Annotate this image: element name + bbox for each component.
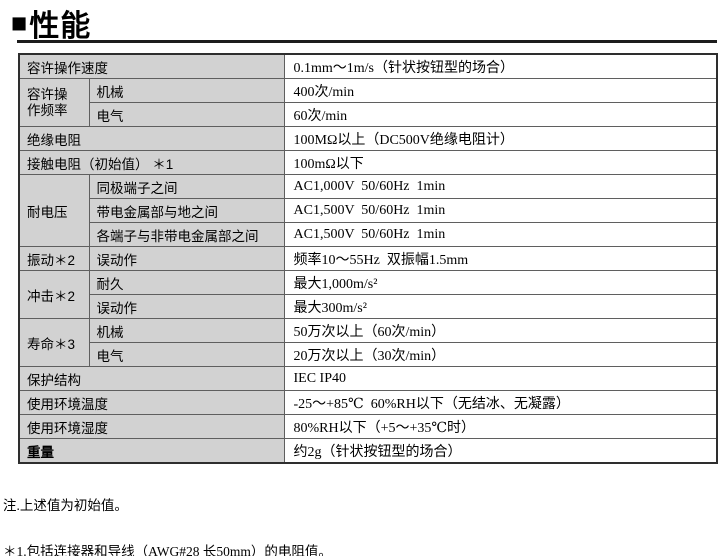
- spec-sublabel-cell: 误动作: [88, 246, 285, 271]
- spec-value-cell: 约2g（针状按钮型的场合）: [283, 438, 718, 464]
- footnote-1: ＊1.包括连接器和导线（AWG#28 长50mm）的电阻值。: [3, 544, 332, 556]
- spec-sublabel-cell: 误动作: [88, 294, 285, 319]
- spec-value-cell: 400次/min: [283, 78, 718, 103]
- spec-value-cell: 0.1mm～1m/s（针状按钮型的场合）: [283, 53, 718, 79]
- spec-value-cell: AC1,500V 50/60Hz 1min: [283, 222, 718, 247]
- spec-label-cell: 重量: [18, 438, 285, 464]
- spec-value-cell: 100mΩ以下: [283, 150, 718, 175]
- spec-value-cell: 50万次以上（60次/min）: [283, 318, 718, 343]
- spec-table-container: 容许操作速度 0.1mm～1m/s（针状按钮型的场合） 容许操 作频率 机械 4…: [18, 53, 718, 464]
- spec-group-cell: 寿命＊3: [18, 318, 90, 367]
- spec-group-cell: 耐电压: [18, 174, 90, 247]
- spec-label-cell: 使用环境温度: [18, 390, 285, 415]
- spec-value-cell: 80%RH以下（+5～+35℃时）: [283, 414, 718, 439]
- spec-group-cell: 容许操 作频率: [18, 78, 90, 127]
- spec-value-cell: 最大1,000m/s²: [283, 270, 718, 295]
- spec-sublabel-cell: 电气: [88, 102, 285, 127]
- spec-value-cell: AC1,500V 50/60Hz 1min: [283, 198, 718, 223]
- performance-spec-table: 容许操作速度 0.1mm～1m/s（针状按钮型的场合） 容许操 作频率 机械 4…: [18, 53, 718, 464]
- title-divider: [17, 40, 717, 43]
- row-operating-speed: 容许操作速度 0.1mm～1m/s（针状按钮型的场合）: [18, 53, 718, 79]
- spec-value-cell: 100MΩ以上（DC500V绝缘电阻计）: [283, 126, 718, 151]
- row-protection: 保护结构 IEC IP40: [18, 366, 718, 391]
- spec-label-cell: 保护结构: [18, 366, 285, 391]
- row-ambient-temperature: 使用环境温度 -25～+85℃ 60%RH以下（无结冰、无凝露）: [18, 390, 718, 415]
- spec-sublabel-cell: 同极端子之间: [88, 174, 285, 199]
- row-dielectric-live-ground: 带电金属部与地之间 AC1,500V 50/60Hz 1min: [19, 198, 718, 223]
- spec-sublabel-cell: 耐久: [88, 270, 285, 295]
- spec-value-cell: AC1,000V 50/60Hz 1min: [283, 174, 718, 199]
- spec-label-cell: 容许操作速度: [18, 53, 285, 79]
- section-bullet-icon: ■: [11, 7, 29, 38]
- row-weight: 重量 约2g（针状按钮型的场合）: [18, 438, 718, 464]
- spec-label-cell: 使用环境湿度: [18, 414, 285, 439]
- spec-value-cell: 最大300m/s²: [283, 294, 718, 319]
- row-shock-durability: 冲击＊2 耐久 最大1,000m/s²: [18, 270, 718, 319]
- spec-sublabel-cell: 机械: [88, 78, 285, 103]
- spec-value-cell: IEC IP40: [283, 366, 718, 391]
- spec-label-cell: 绝缘电阻: [18, 126, 285, 151]
- row-life-electrical: 电气 20万次以上（30次/min）: [19, 342, 718, 367]
- row-operating-frequency-mechanical: 容许操 作频率 机械 400次/min: [18, 78, 718, 127]
- spec-sublabel-cell: 各端子与非带电金属部之间: [88, 222, 285, 247]
- row-life-mechanical: 寿命＊3 机械 50万次以上（60次/min）: [18, 318, 718, 367]
- row-dielectric-terminal-nonlive: 各端子与非带电金属部之间 AC1,500V 50/60Hz 1min: [19, 222, 718, 247]
- footnotes: 注.上述值为初始值。 ＊1.包括连接器和导线（AWG#28 长50mm）的电阻值…: [3, 468, 719, 556]
- row-operating-frequency-electrical: 电气 60次/min: [19, 102, 718, 127]
- spec-group-cell: 振动＊2: [18, 246, 90, 271]
- spec-value-cell: 频率10～55Hz 双振幅1.5mm: [283, 246, 718, 271]
- row-dielectric-same-pole: 耐电压 同极端子之间 AC1,000V 50/60Hz 1min: [18, 174, 718, 247]
- row-ambient-humidity: 使用环境湿度 80%RH以下（+5～+35℃时）: [18, 414, 718, 439]
- spec-sublabel-cell: 机械: [88, 318, 285, 343]
- row-insulation-resistance: 绝缘电阻 100MΩ以上（DC500V绝缘电阻计）: [18, 126, 718, 151]
- spec-value-cell: -25～+85℃ 60%RH以下（无结冰、无凝露）: [283, 390, 718, 415]
- spec-sublabel-cell: 带电金属部与地之间: [88, 198, 285, 223]
- spec-group-cell: 冲击＊2: [18, 270, 90, 319]
- spec-value-cell: 60次/min: [283, 102, 718, 127]
- row-shock-malfunction: 误动作 最大300m/s²: [19, 294, 718, 319]
- spec-sublabel-cell: 电气: [88, 342, 285, 367]
- row-vibration-malfunction: 振动＊2 误动作 频率10～55Hz 双振幅1.5mm: [18, 246, 718, 271]
- row-contact-resistance: 接触电阻（初始值） ＊1 100mΩ以下: [18, 150, 718, 175]
- section-title: ■ 性能: [11, 1, 91, 45]
- spec-value-cell: 20万次以上（30次/min）: [283, 342, 718, 367]
- spec-label-cell: 接触电阻（初始值） ＊1: [18, 150, 285, 175]
- footnote-general: 注.上述值为初始值。: [3, 498, 128, 514]
- section-title-text: 性能: [29, 10, 92, 43]
